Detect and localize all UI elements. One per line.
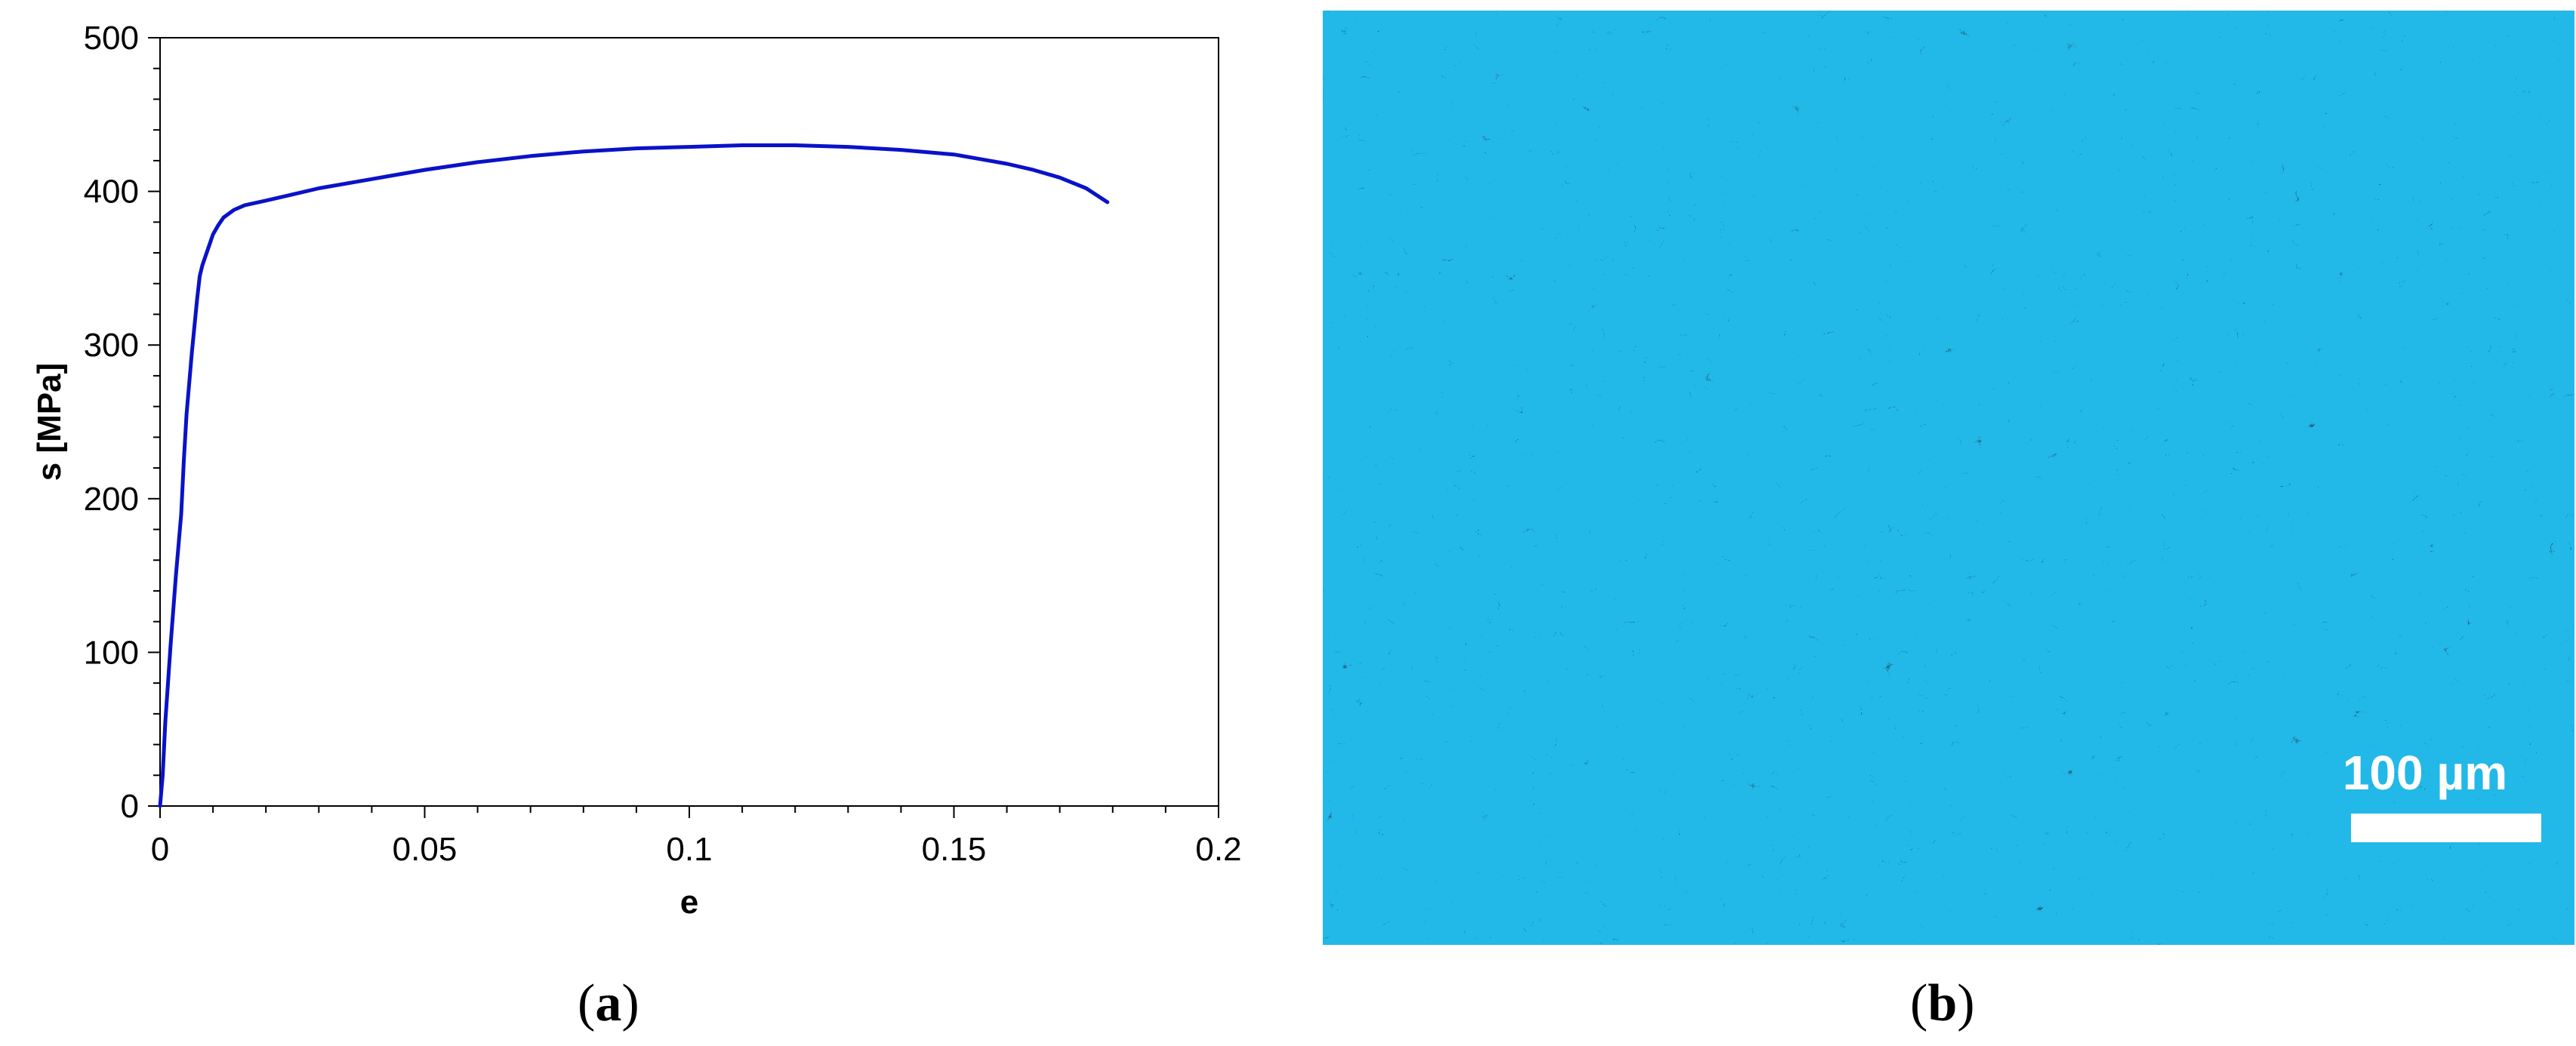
open-paren-a: ( xyxy=(578,974,596,1032)
axis-ticks xyxy=(148,37,1219,818)
x-tick-label: 0.1 xyxy=(666,831,712,868)
y-tick-label: 500 xyxy=(84,20,139,57)
scale-bar xyxy=(2351,814,2541,842)
panel-label-a: (a) xyxy=(578,974,639,1034)
y-axis-label: s [MPa] xyxy=(31,363,68,481)
y-tick-label: 300 xyxy=(84,327,139,364)
plot-frame xyxy=(159,37,1219,807)
open-paren-b: ( xyxy=(1910,974,1928,1032)
micrograph-image: 100 µm xyxy=(1323,11,2574,945)
y-tick-label: 400 xyxy=(84,174,139,211)
panel-label-b: (b) xyxy=(1910,974,1975,1034)
close-paren-b: ) xyxy=(1957,974,1975,1032)
x-tick-label: 0.15 xyxy=(922,831,987,868)
panel-letter-a: a xyxy=(595,974,622,1032)
micrograph-panel: 100 µm xyxy=(1323,11,2574,945)
tick-labels: 0 0.05 0.1 0.15 0.2 0 100 200 300 400 500 xyxy=(84,20,1242,868)
close-paren-a: ) xyxy=(621,974,639,1032)
x-axis-label: e xyxy=(680,884,698,921)
y-tick-label: 0 xyxy=(121,788,139,825)
scale-bar-label: 100 µm xyxy=(2343,746,2507,800)
series-line xyxy=(158,143,1110,808)
panel-letter-b: b xyxy=(1927,974,1958,1032)
x-tick-label: 0.2 xyxy=(1195,831,1241,868)
y-tick-label: 200 xyxy=(84,481,139,518)
x-tick-label: 0 xyxy=(151,831,169,868)
micrograph-particles xyxy=(1323,11,2574,945)
y-tick-label: 100 xyxy=(84,634,139,671)
x-tick-label: 0.05 xyxy=(393,831,458,868)
